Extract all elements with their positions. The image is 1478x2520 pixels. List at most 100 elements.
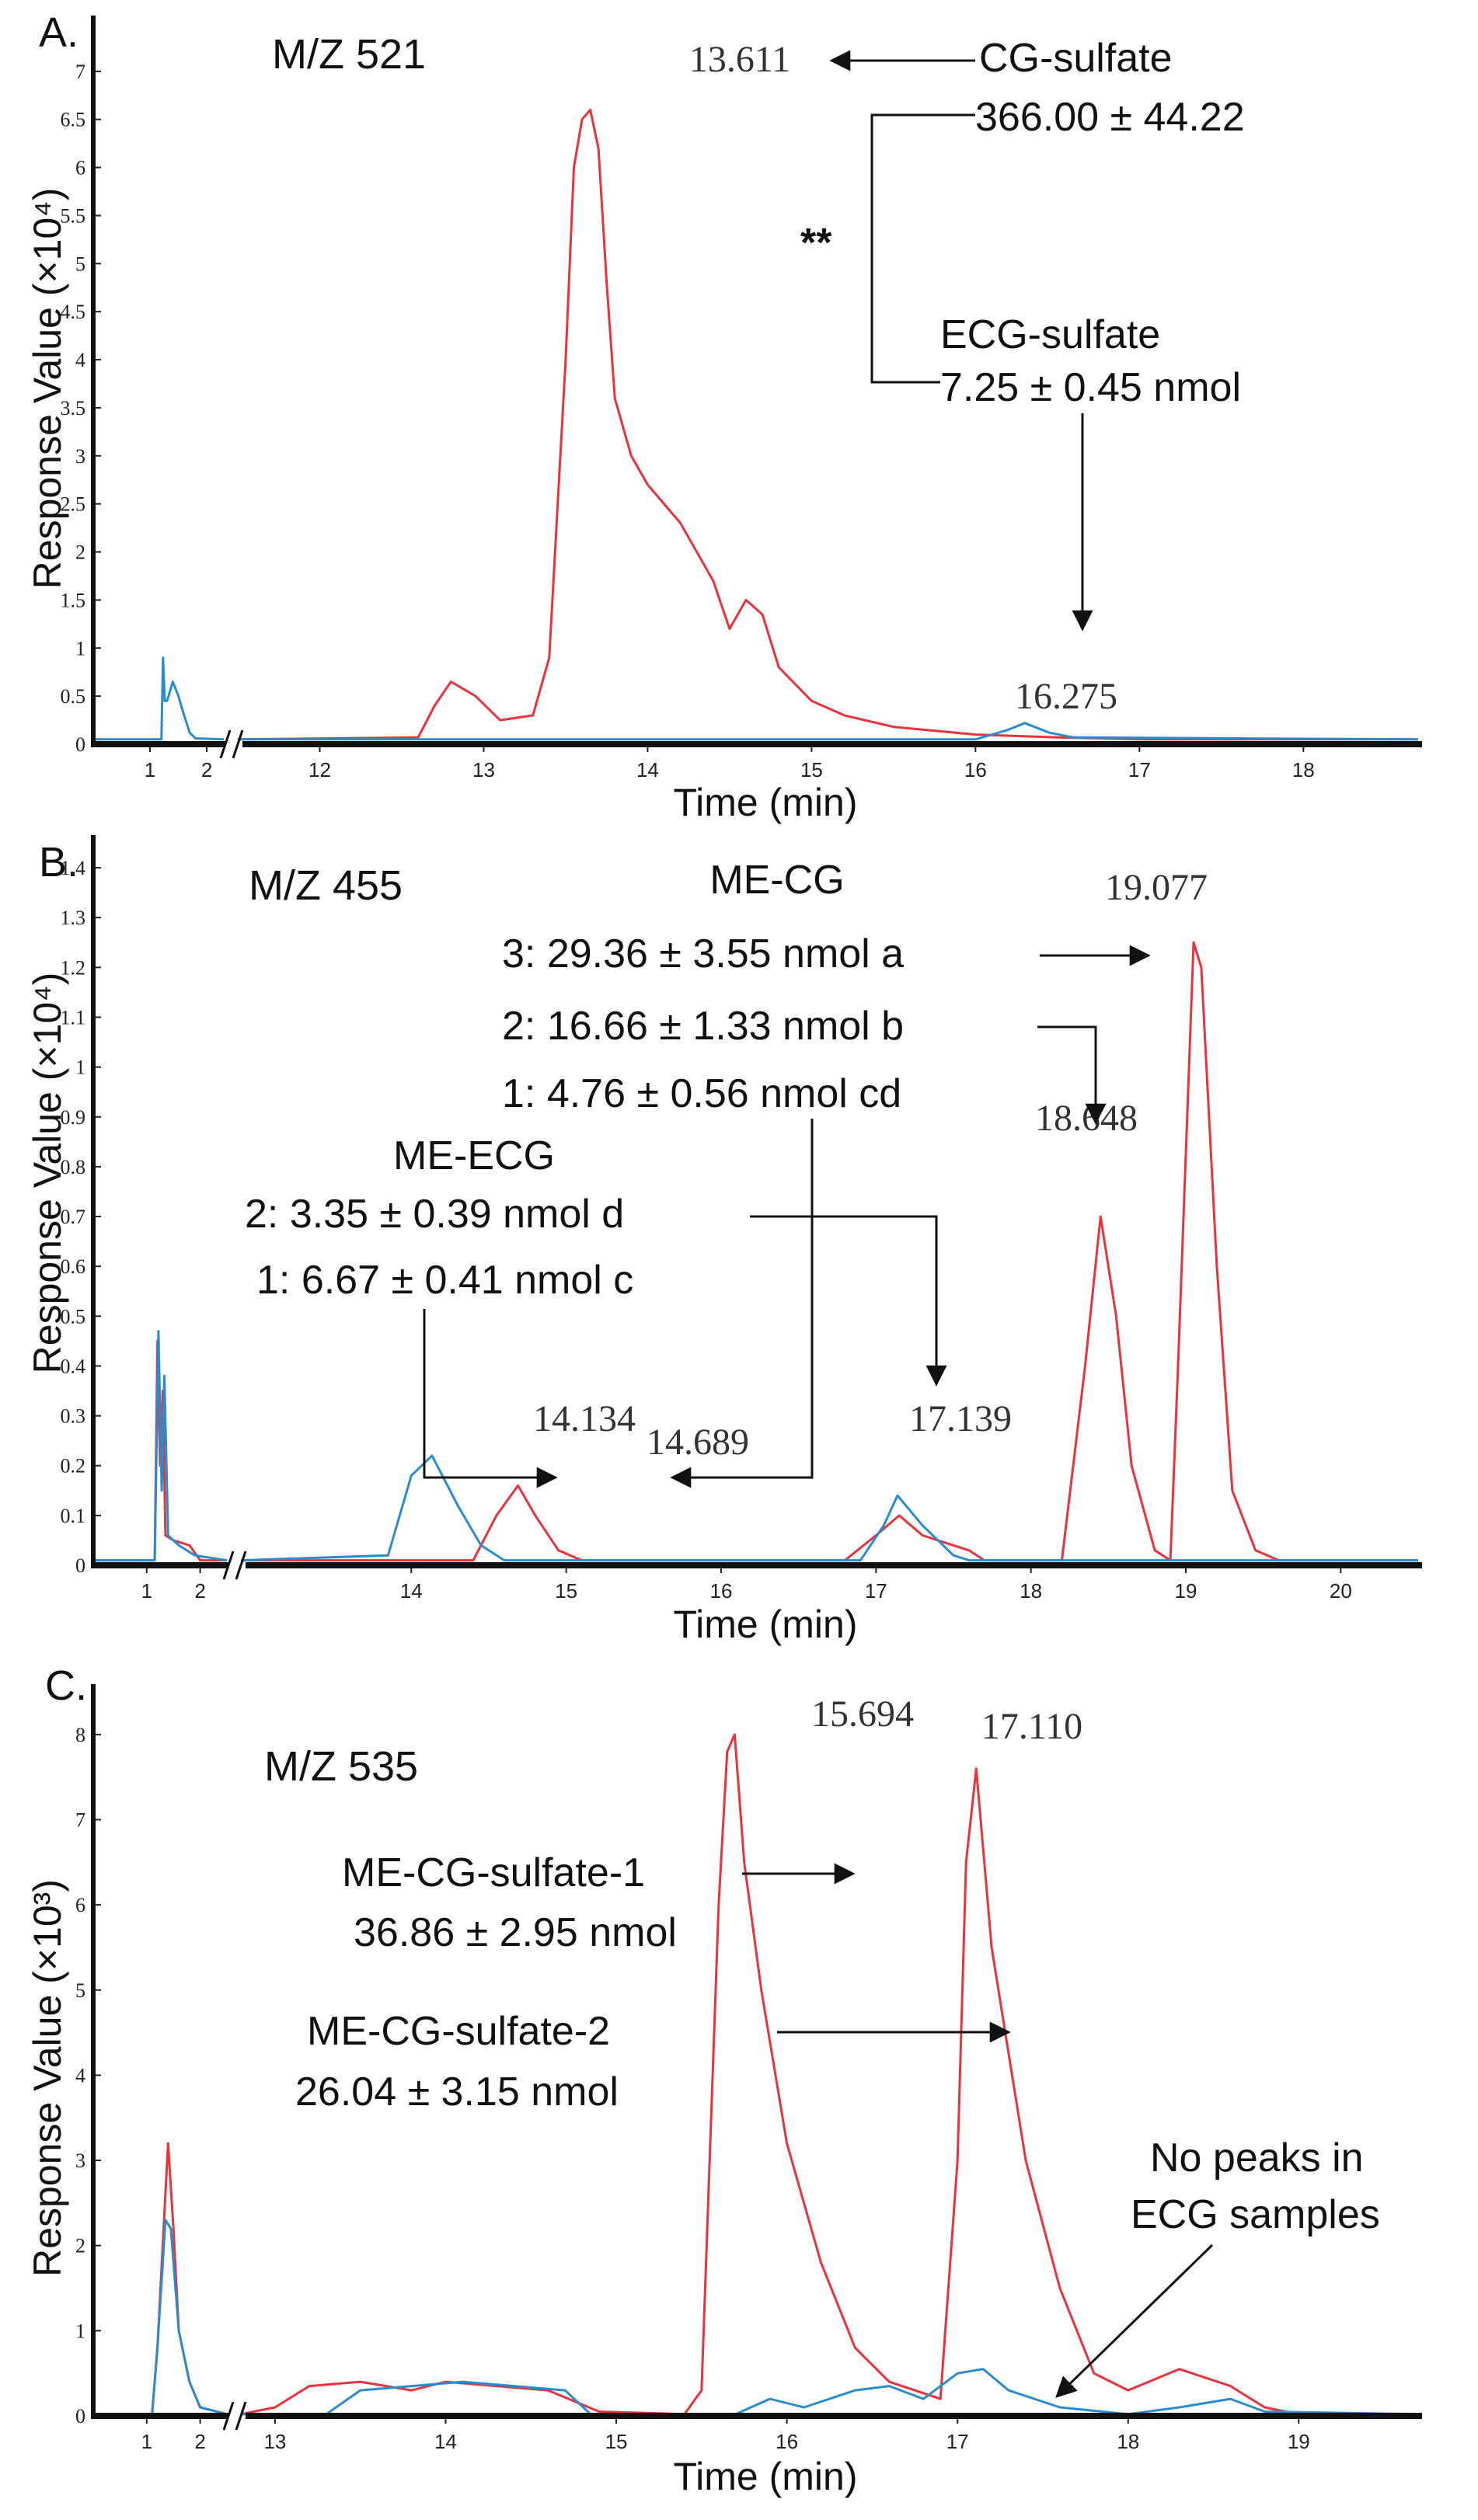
y-tick-label: 0.9: [61, 1106, 86, 1129]
y-tick-label: 2: [75, 2235, 85, 2257]
y-tick-label: 7: [75, 61, 85, 83]
x-tick-label: 15: [800, 758, 823, 781]
x-tick-label: 14: [636, 758, 659, 781]
red-trace-left: [93, 2142, 228, 2416]
y-tick-label: 5.5: [61, 204, 86, 227]
red-trace-right: [237, 108, 1418, 741]
y-tick-label: 1.4: [61, 857, 86, 879]
panel-c-mz-title: M/Z 535: [264, 1743, 418, 1790]
y-tick-label: 0.8: [61, 1156, 86, 1178]
panel-c-arrow-no-peaks: [1055, 2243, 1214, 2398]
panel-b-meecg-1: 1: 6.67 ± 0.41 nmol c: [256, 1258, 633, 1303]
panel-a-peak-labels: 13.611 16.275: [689, 39, 1117, 717]
y-tick-label: 0.1: [61, 1505, 86, 1527]
x-tick-label: 15: [605, 2430, 628, 2453]
y-tick-label: 6: [75, 157, 85, 179]
x-tick-label: 14: [434, 2430, 457, 2453]
peak-label: 16.275: [1015, 676, 1117, 717]
y-tick-label: 6.5: [61, 109, 86, 131]
y-tick-label: 0.5: [61, 1305, 86, 1328]
panel-a-bracket: [870, 113, 975, 384]
panel-a-ecg-sulfate-label: ECG-sulfate: [940, 312, 1160, 357]
x-tick-label: 18: [1020, 1579, 1042, 1603]
panel-b-meecg-2: 2: 3.35 ± 0.39 nmol d: [245, 1192, 624, 1237]
axis-break-mark: [219, 729, 232, 759]
panel-a-y-axis-label: Response Value (×10⁴): [26, 188, 69, 590]
panel-c-sulfate-1-label: ME-CG-sulfate-1: [342, 1850, 645, 1895]
axis-break-mark: [222, 1551, 235, 1580]
y-tick-label: 0.7: [61, 1206, 86, 1228]
x-tick-label: 16: [776, 2430, 798, 2453]
y-tick-label: 5: [75, 252, 85, 275]
y-tick-label: 2: [75, 541, 85, 564]
x-tick-label: 1: [141, 2430, 152, 2453]
panel-b-x-axis-label: Time (min): [673, 1603, 857, 1646]
y-tick-label: 1.5: [61, 589, 86, 611]
panel-b-axes: [91, 835, 1422, 1580]
y-tick-label: 0: [75, 1554, 85, 1577]
panel-a-letter: A.: [39, 9, 78, 56]
panel-a-cg-sulfate-value: 366.00 ± 44.22: [975, 95, 1245, 140]
x-tick-label: 19: [1175, 1579, 1197, 1603]
y-tick-label: 3: [75, 2149, 85, 2172]
y-tick-label: 0.6: [61, 1255, 86, 1278]
panel-c-y-axis-label: Response Value (×10³): [26, 1879, 69, 2277]
panel-a-traces: [93, 108, 1419, 741]
y-tick-label: 3: [75, 445, 85, 468]
panel-b-mecg-label: ME-CG: [709, 858, 844, 903]
panel-b-peak-labels: 19.077 18.648 14.134 14.689 17.139: [533, 867, 1208, 1463]
peak-label: 14.134: [533, 1398, 636, 1439]
x-tick-label: 16: [709, 1579, 732, 1603]
peak-label: 17.139: [909, 1398, 1012, 1439]
y-tick-label: 4.5: [61, 301, 86, 323]
y-tick-label: 1.2: [61, 956, 86, 979]
x-tick-label: 2: [201, 758, 212, 781]
x-tick-label: 19: [1288, 2430, 1310, 2453]
red-trace-right: [241, 941, 1418, 1562]
peak-label: 13.611: [689, 39, 790, 80]
panel-c-sulfate-2-value: 26.04 ± 3.15 nmol: [295, 2069, 619, 2115]
x-tick-label: 16: [964, 758, 987, 781]
y-tick-label: 6: [75, 1894, 85, 1916]
panel-c-axes: [91, 1684, 1422, 2431]
y-tick-label: 0: [75, 733, 85, 756]
panel-a-ecg-sulfate-value: 7.25 ± 0.45 nmol: [940, 365, 1241, 410]
panel-b-mz-title: M/Z 455: [249, 862, 403, 909]
y-tick-label: 1: [75, 1056, 85, 1079]
panel-b-arrow-meecg-1: [423, 1309, 558, 1488]
y-tick-label: 4: [75, 2064, 85, 2087]
panel-c-x-axis-label: Time (min): [673, 2455, 857, 2498]
x-tick-label: 2: [194, 1579, 205, 1603]
panel-b: B. M/Z 455 Response Value (×10⁴) Time (m…: [26, 835, 1422, 1646]
x-tick-label: 13: [263, 2430, 286, 2453]
peak-label: 19.077: [1105, 867, 1208, 908]
y-tick-label: 0.3: [61, 1405, 86, 1428]
x-tick-label: 1: [141, 1579, 152, 1603]
panel-c-traces: [93, 1733, 1419, 2416]
panel-b-arrow-meecg-2: [750, 1215, 947, 1387]
panel-c-sulfate-2-label: ME-CG-sulfate-2: [307, 2009, 610, 2054]
panel-a-x-axis-label: Time (min): [673, 781, 857, 824]
x-tick-label: 15: [555, 1579, 577, 1603]
panel-b-mecg-1: 1: 4.76 ± 0.56 nmol cd: [502, 1071, 901, 1116]
panel-c-peak-labels: 15.694 17.110: [811, 1693, 1082, 1747]
y-tick-label: 1: [75, 637, 85, 660]
blue-trace-right: [238, 722, 1419, 741]
peak-label: 17.110: [981, 1706, 1082, 1747]
panel-b-ticks: 0 0.1 0.2 0.3 0.4 0.5 0.6 0.7 0.8 0.9 1 1.1 1.2 1.3 1.…: [61, 857, 1352, 1603]
panel-c-no-peaks-line-1: No peaks in: [1150, 2135, 1364, 2181]
x-tick-label: 17: [865, 1579, 887, 1603]
x-tick-label: 18: [1292, 758, 1315, 781]
panel-b-meecg-label: ME-ECG: [393, 1133, 555, 1178]
y-tick-label: 0: [75, 2405, 85, 2428]
y-tick-label: 0.5: [61, 685, 86, 708]
blue-trace-left: [93, 2219, 228, 2416]
y-tick-label: 3.5: [61, 397, 86, 419]
panel-a-mz-title: M/Z 521: [272, 31, 426, 78]
x-tick-label: 18: [1117, 2430, 1139, 2453]
y-tick-label: 5: [75, 1979, 85, 2002]
x-tick-label: 17: [946, 2430, 969, 2453]
y-tick-label: 8: [75, 1724, 85, 1746]
